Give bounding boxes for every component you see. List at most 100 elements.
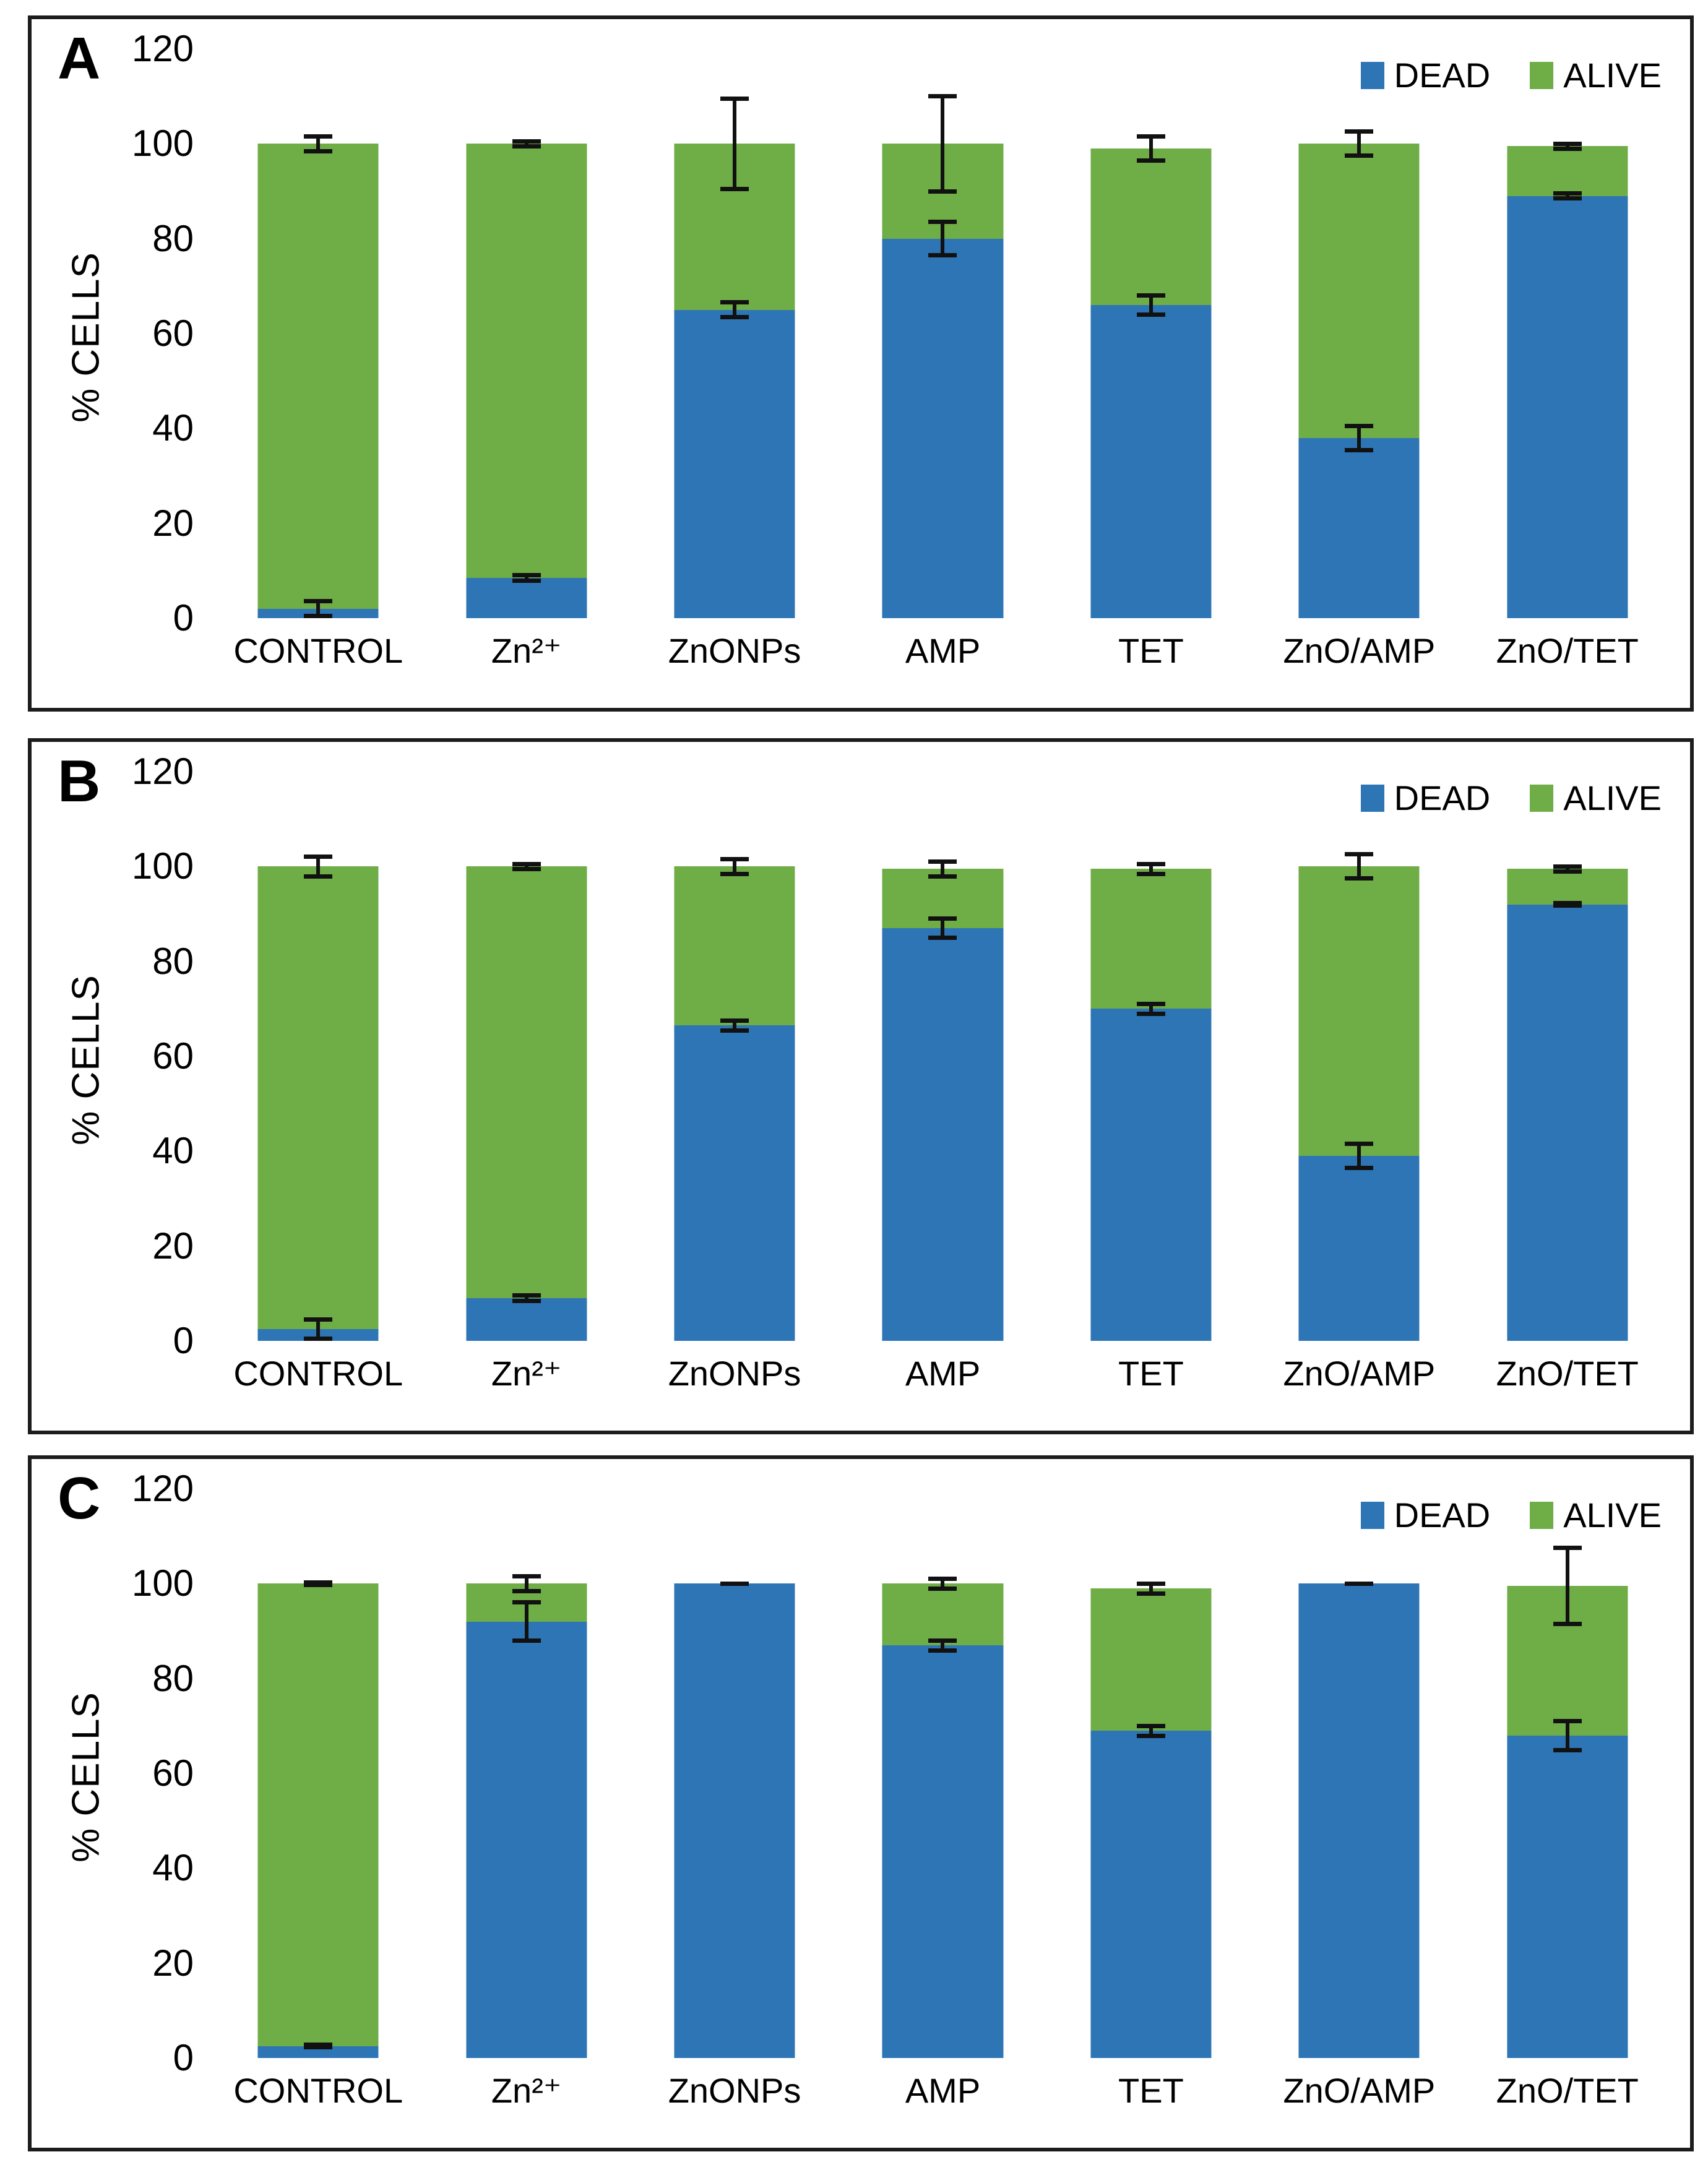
error-line: [941, 916, 945, 941]
error-cap-bottom: [1553, 869, 1582, 874]
x-tick-label: ZnO/AMP: [1283, 2071, 1436, 2110]
x-tick-label: ZnO/TET: [1496, 1354, 1639, 1393]
error-line: [1565, 864, 1569, 874]
bar-segment-dead: [882, 928, 1004, 1341]
bar-slot: [214, 772, 422, 1341]
error-cap-bottom: [928, 189, 957, 194]
bar-ZnO/AMP: [1298, 49, 1420, 618]
bar-segment-alive: [1090, 869, 1212, 1009]
error-bar: [512, 861, 541, 871]
error-bar: [1553, 191, 1582, 201]
x-tick-label: AMP: [905, 631, 981, 670]
error-cap-bottom: [304, 2045, 333, 2050]
x-tick-label: ZnONPs: [668, 1354, 801, 1393]
error-cap-bottom: [1553, 1622, 1582, 1627]
x-tick-label: ZnONPs: [668, 631, 801, 670]
bar-slot: [631, 772, 839, 1341]
error-cap-bottom: [1136, 158, 1165, 163]
x-tick-label: Zn²⁺: [491, 2071, 562, 2110]
error-cap-bottom: [1136, 1011, 1165, 1016]
error-bar: [1345, 852, 1374, 881]
y-tick-label: 120: [131, 1468, 194, 1509]
error-bar: [512, 1600, 541, 1643]
error-bar: [928, 1576, 957, 1591]
bar-TET: [1090, 49, 1212, 618]
bar-ZnO/TET: [1507, 1489, 1628, 2058]
y-tick-label: 120: [131, 751, 194, 792]
legend-item-alive: ALIVE: [1530, 778, 1662, 818]
bar-segment-dead: [1507, 196, 1628, 618]
error-cap-bottom: [304, 1337, 333, 1341]
error-bar: [1136, 1001, 1165, 1016]
error-bar: [928, 93, 957, 194]
bar-slot: [1255, 772, 1463, 1341]
bar-Zn²⁺: [466, 49, 587, 618]
x-tick-label: ZnO/TET: [1496, 631, 1639, 670]
bar-slot: [1255, 1489, 1463, 2058]
panel-label: B: [58, 748, 101, 814]
bar-segment-alive: [257, 1583, 379, 2046]
error-cap-bottom: [1136, 1591, 1165, 1596]
legend-item-dead: DEAD: [1360, 55, 1490, 95]
error-line: [524, 573, 528, 583]
error-bar: [720, 96, 749, 191]
error-line: [1565, 141, 1569, 151]
plot-area: [214, 1489, 1671, 2058]
legend-swatch-dead-icon: [1360, 61, 1384, 89]
bar-segment-alive: [257, 866, 379, 1329]
y-axis-ticks: 120 100 80 60 40 20 0: [32, 753, 194, 1359]
bar-slot: [839, 772, 1046, 1341]
error-cap-bottom: [1345, 1166, 1374, 1170]
error-bar: [928, 859, 957, 879]
bar-ZnO/TET: [1507, 49, 1628, 618]
error-line: [1149, 134, 1153, 163]
error-cap-bottom: [512, 578, 541, 583]
error-bar: [1136, 293, 1165, 317]
error-bar: [304, 134, 333, 153]
error-line: [733, 96, 737, 191]
error-bar: [1553, 864, 1582, 874]
error-cap-bottom: [928, 253, 957, 258]
error-line: [1565, 1546, 1569, 1627]
legend-item-alive: ALIVE: [1530, 55, 1662, 95]
error-line: [941, 1576, 945, 1591]
bar-slot: [839, 1489, 1046, 2058]
bar-segment-dead: [1090, 305, 1212, 618]
legend-item-dead: DEAD: [1360, 1495, 1490, 1535]
error-line: [1149, 861, 1153, 876]
bar-ZnONPs: [674, 772, 795, 1341]
error-line: [1149, 293, 1153, 317]
error-line: [524, 1293, 528, 1303]
y-axis-ticks: 120 100 80 60 40 20 0: [32, 1470, 194, 2077]
error-cap-bottom: [1345, 153, 1374, 158]
legend: DEAD ALIVE: [1360, 55, 1662, 95]
bar-ZnO/TET: [1507, 772, 1628, 1341]
bar-segment-dead: [466, 577, 587, 618]
bar-TET: [1090, 772, 1212, 1341]
y-tick-label: 80: [152, 217, 194, 259]
error-cap-bottom: [928, 936, 957, 941]
bar-slot: [1047, 49, 1255, 618]
error-bar: [1345, 1581, 1374, 1587]
panel-label: A: [58, 25, 101, 92]
bar-segment-dead: [1298, 1583, 1420, 2058]
error-line: [1357, 852, 1361, 881]
bar-segment-alive: [1090, 149, 1212, 305]
error-cap-bottom: [512, 1298, 541, 1303]
bar-AMP: [882, 772, 1004, 1341]
bar-slot: [214, 49, 422, 618]
legend-label-alive: ALIVE: [1563, 56, 1662, 95]
bar-CONTROL: [257, 1489, 379, 2058]
legend-swatch-dead-icon: [1360, 1501, 1384, 1529]
legend-label-alive: ALIVE: [1563, 778, 1662, 817]
error-cap-bottom: [1345, 1582, 1374, 1587]
error-bar: [720, 300, 749, 319]
error-bar: [720, 857, 749, 876]
error-cap-bottom: [1553, 196, 1582, 201]
y-tick-label: 60: [152, 312, 194, 354]
bar-slot: [1047, 772, 1255, 1341]
error-line: [316, 599, 321, 618]
bar-segment-alive: [674, 866, 795, 1026]
error-bar: [1345, 129, 1374, 158]
bar-AMP: [882, 1489, 1004, 2058]
